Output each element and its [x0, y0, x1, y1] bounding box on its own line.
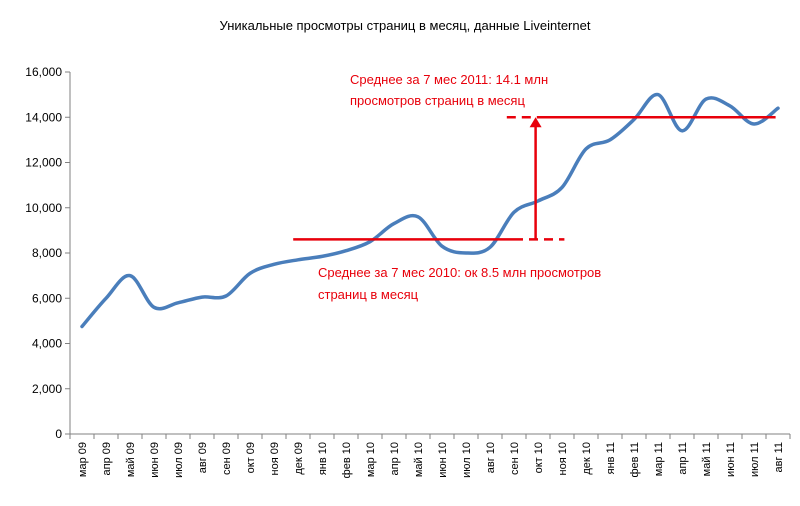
x-tick-label: апр 09: [101, 442, 113, 475]
x-tick-label: мар 11: [653, 442, 665, 476]
x-tick-label: сен 09: [221, 442, 233, 475]
x-tick-label: авг 11: [773, 442, 785, 472]
annotation-2011-line-2: просмотров страниц в месяц: [350, 93, 525, 108]
annotation-2011-line-1: Среднее за 7 мес 2011: 14.1 млн: [350, 72, 548, 87]
x-tick-label: фев 11: [629, 442, 641, 478]
growth-arrow-head: [529, 117, 542, 128]
x-tick-label: ноя 09: [269, 442, 281, 475]
x-tick-label: янв 11: [605, 442, 617, 474]
x-tick-label: янв 10: [317, 442, 329, 475]
x-tick-label: авг 10: [485, 442, 497, 473]
x-tick-label: дек 09: [293, 442, 305, 475]
series-layer: [80, 92, 780, 329]
annotation-layer: Среднее за 7 мес 2011: 14.1 млн просмотр…: [293, 72, 776, 302]
y-tick-label: 16,000: [25, 65, 62, 79]
x-tick-label: дек 10: [581, 442, 593, 475]
y-tick-label: 0: [55, 427, 62, 441]
x-tick-label: апр 10: [389, 442, 401, 475]
x-tick-label: окт 10: [533, 442, 545, 473]
x-tick-label: июн 11: [725, 442, 737, 477]
x-tick-label: июл 11: [749, 442, 761, 477]
x-tick-label: окт 09: [245, 442, 257, 473]
y-tick-label: 14,000: [25, 110, 62, 124]
x-tick-label: май 11: [701, 442, 713, 476]
x-tick-label: мар 10: [365, 442, 377, 477]
chart-title: Уникальные просмотры страниц в месяц, да…: [220, 18, 591, 33]
x-tick-label: авг 09: [197, 442, 209, 473]
series-line: [80, 92, 780, 329]
y-tick-label: 4,000: [32, 337, 62, 351]
y-tick-label: 8,000: [32, 246, 62, 260]
x-axis: мар 09 апр 09 май 09 июн 09 июл 09 авг 09 сен …: [69, 433, 791, 478]
x-tick-label: июн 09: [149, 442, 161, 478]
x-tick-label: июн 10: [437, 442, 449, 478]
x-tick-label: апр 11: [677, 442, 689, 475]
y-tick-label: 10,000: [25, 201, 62, 215]
x-tick-label: ноя 10: [557, 442, 569, 475]
y-tick-label: 12,000: [25, 156, 62, 170]
x-tick-label: июл 10: [461, 442, 473, 478]
y-tick-label: 6,000: [32, 291, 62, 305]
annotation-2010-line-2: страниц в месяц: [318, 287, 419, 302]
x-tick-label: май 09: [125, 442, 137, 477]
y-axis: 0 2,000 4,000 6,000 8,000 10,000 12,000 14,000 1…: [25, 65, 71, 441]
x-tick-label: мар 09: [77, 442, 89, 477]
annotation-2010-line-1: Среднее за 7 мес 2010: ок 8.5 млн просмо…: [318, 265, 601, 280]
x-tick-label: фев 10: [341, 442, 353, 478]
x-tick-label: сен 10: [509, 442, 521, 475]
x-tick-label: май 10: [413, 442, 425, 477]
x-tick-label: июл 09: [173, 442, 185, 478]
y-tick-label: 2,000: [32, 382, 62, 396]
